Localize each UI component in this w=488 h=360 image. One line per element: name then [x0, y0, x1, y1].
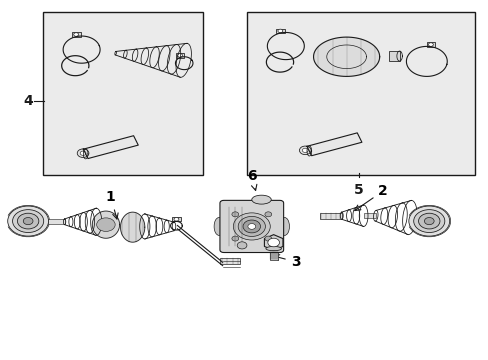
Text: 5: 5	[353, 183, 363, 197]
Circle shape	[413, 210, 444, 233]
Text: 6: 6	[246, 169, 256, 190]
Bar	[426, 42, 434, 47]
Circle shape	[243, 220, 260, 233]
Bar	[42, 12, 203, 175]
Circle shape	[174, 217, 179, 221]
Circle shape	[74, 33, 79, 36]
Text: 1: 1	[106, 190, 118, 219]
Polygon shape	[313, 37, 379, 76]
Circle shape	[237, 242, 246, 249]
Text: 2: 2	[354, 184, 387, 211]
Bar	[246, 12, 474, 175]
Bar	[269, 249, 277, 260]
Circle shape	[233, 213, 270, 240]
Circle shape	[299, 146, 310, 155]
Circle shape	[8, 206, 48, 236]
Bar	[47, 219, 64, 224]
Circle shape	[302, 148, 307, 153]
Polygon shape	[306, 133, 361, 156]
Circle shape	[264, 212, 271, 217]
Circle shape	[408, 206, 449, 236]
Circle shape	[424, 217, 433, 225]
Ellipse shape	[265, 247, 281, 251]
Bar	[72, 32, 81, 37]
Text: 4: 4	[23, 94, 33, 108]
Circle shape	[80, 151, 86, 156]
Ellipse shape	[251, 195, 271, 204]
Polygon shape	[83, 136, 138, 158]
Bar	[172, 217, 181, 221]
Polygon shape	[92, 211, 119, 238]
Circle shape	[247, 224, 255, 229]
Ellipse shape	[279, 217, 289, 235]
Bar	[220, 258, 239, 264]
Circle shape	[264, 236, 271, 241]
Circle shape	[97, 218, 115, 231]
Circle shape	[427, 43, 432, 46]
Bar	[363, 213, 375, 218]
Bar	[275, 29, 284, 33]
Circle shape	[231, 236, 238, 241]
Bar	[388, 51, 399, 61]
Circle shape	[13, 210, 43, 233]
Circle shape	[77, 149, 89, 157]
Circle shape	[177, 54, 182, 57]
Circle shape	[267, 238, 279, 247]
Ellipse shape	[214, 217, 224, 235]
Circle shape	[238, 216, 265, 237]
Circle shape	[231, 212, 238, 217]
Circle shape	[418, 213, 439, 229]
Bar	[319, 213, 341, 219]
Circle shape	[18, 213, 39, 229]
Circle shape	[277, 29, 282, 33]
Circle shape	[23, 217, 33, 225]
Bar	[175, 53, 184, 58]
FancyBboxPatch shape	[220, 201, 283, 252]
Text: 3: 3	[273, 255, 300, 269]
Polygon shape	[120, 212, 144, 242]
